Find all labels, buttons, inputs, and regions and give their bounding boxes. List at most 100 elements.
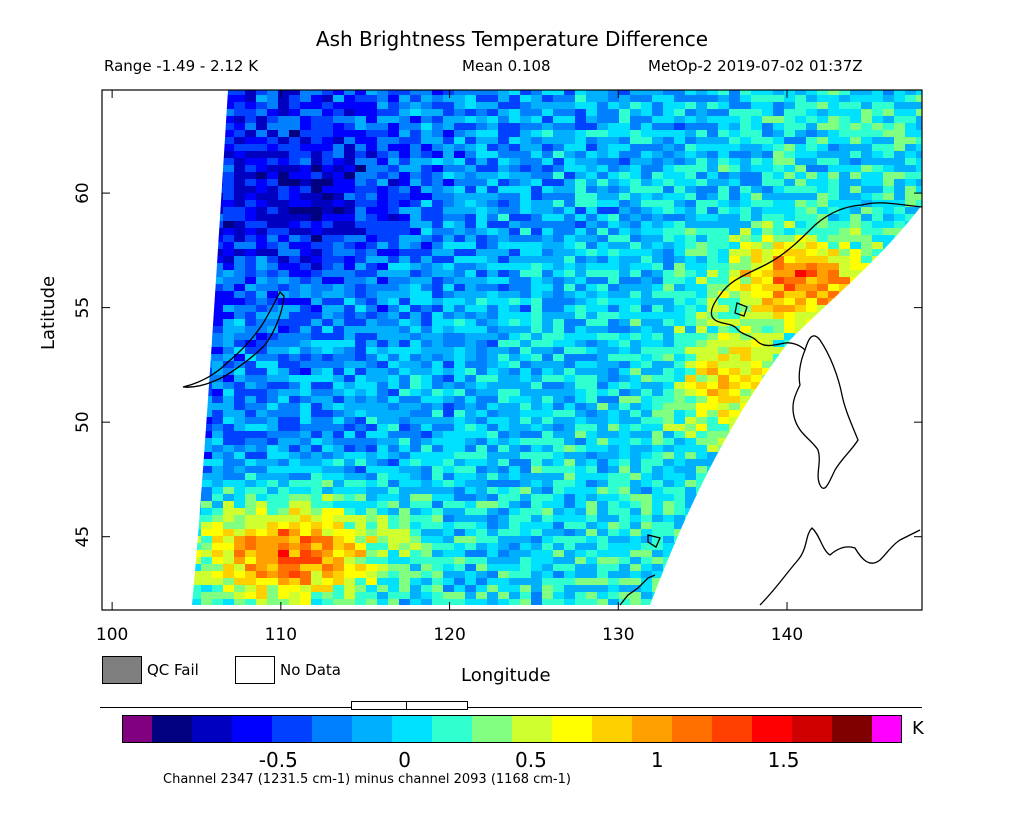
swath-pixel	[608, 424, 620, 432]
swath-pixel	[245, 340, 257, 348]
swath-pixel	[795, 95, 807, 103]
swath-pixel	[839, 536, 851, 544]
swath-pixel	[192, 270, 202, 278]
swath-pixel	[498, 207, 510, 215]
swath-pixel	[685, 494, 697, 502]
swath-pixel	[762, 270, 774, 278]
swath-pixel	[597, 270, 609, 278]
swath-pixel	[234, 298, 246, 306]
swath-pixel	[531, 95, 543, 103]
swath-pixel	[344, 228, 356, 236]
swath-pixel	[388, 396, 400, 404]
swath-pixel	[795, 529, 807, 537]
swath-pixel	[476, 487, 488, 495]
swath-pixel	[839, 270, 851, 278]
swath-pixel	[421, 228, 433, 236]
swath-pixel	[509, 326, 521, 334]
swath-pixel	[707, 410, 719, 418]
swath-pixel	[509, 403, 521, 411]
swath-pixel	[872, 480, 884, 488]
swath-pixel	[454, 130, 466, 138]
swath-pixel	[245, 543, 257, 551]
swath-pixel	[839, 557, 851, 565]
swath-pixel	[333, 130, 345, 138]
swath-pixel	[212, 494, 224, 502]
swath-pixel	[421, 207, 433, 215]
swath-pixel	[399, 494, 411, 502]
swath-pixel	[641, 228, 653, 236]
swath-pixel	[465, 410, 477, 418]
swath-pixel	[773, 123, 785, 131]
swath-pixel	[388, 277, 400, 285]
swath-pixel	[740, 144, 752, 152]
swath-pixel	[454, 445, 466, 453]
swath-pixel	[377, 137, 389, 145]
swath-pixel	[806, 550, 818, 558]
swath-pixel	[652, 536, 664, 544]
swath-pixel	[817, 508, 829, 516]
swath-pixel	[311, 529, 323, 537]
swath-pixel	[531, 361, 543, 369]
swath-pixel	[674, 494, 686, 502]
swath-pixel	[223, 256, 235, 264]
swath-pixel	[729, 592, 741, 600]
swath-pixel	[872, 571, 884, 579]
swath-pixel	[487, 361, 499, 369]
swath-pixel	[465, 508, 477, 516]
swath-pixel	[498, 501, 510, 509]
swath-pixel	[476, 312, 488, 320]
swath-pixel	[212, 578, 224, 586]
swath-pixel	[762, 347, 774, 355]
swath-pixel	[278, 445, 290, 453]
swath-pixel	[366, 90, 378, 96]
swath-pixel	[498, 403, 510, 411]
swath-pixel	[223, 298, 235, 306]
swath-pixel	[542, 445, 554, 453]
swath-pixel	[531, 249, 543, 257]
swath-pixel	[608, 459, 620, 467]
swath-pixel	[267, 557, 279, 565]
swath-pixel	[410, 368, 422, 376]
swath-pixel	[509, 424, 521, 432]
swath-pixel	[344, 95, 356, 103]
swath-pixel	[355, 375, 367, 383]
swath-pixel	[256, 221, 268, 229]
swath-pixel	[795, 277, 807, 285]
swath-pixel	[839, 326, 851, 334]
swath-pixel	[201, 543, 213, 551]
swath-pixel	[476, 459, 488, 467]
swath-pixel	[333, 200, 345, 208]
swath-pixel	[586, 536, 598, 544]
swath-pixel	[872, 291, 884, 299]
swath-pixel	[520, 473, 532, 481]
swath-pixel	[861, 459, 873, 467]
swath-pixel	[355, 270, 367, 278]
swath-pixel	[289, 578, 301, 586]
swath-pixel	[817, 354, 829, 362]
swath-pixel	[509, 242, 521, 250]
swath-pixel	[828, 368, 840, 376]
swath-pixel	[883, 172, 895, 180]
swath-pixel	[476, 375, 488, 383]
swath-pixel	[850, 165, 862, 173]
swath-pixel	[597, 284, 609, 292]
swath-pixel	[333, 396, 345, 404]
swath-pixel	[839, 508, 851, 516]
swath-pixel	[344, 438, 356, 446]
swath-pixel	[883, 501, 895, 509]
swath-pixel	[454, 564, 466, 572]
swath-pixel	[784, 291, 796, 299]
swath-pixel	[487, 550, 499, 558]
swath-pixel	[685, 396, 697, 404]
swath-pixel	[245, 207, 257, 215]
swath-pixel	[619, 221, 631, 229]
swath-pixel	[619, 585, 631, 593]
swath-pixel	[234, 193, 246, 201]
swath-pixel	[608, 389, 620, 397]
swath-pixel	[652, 193, 664, 201]
swath-pixel	[564, 256, 576, 264]
swath-pixel	[641, 165, 653, 173]
swath-pixel	[344, 487, 356, 495]
swath-pixel	[806, 487, 818, 495]
swath-pixel	[718, 347, 730, 355]
